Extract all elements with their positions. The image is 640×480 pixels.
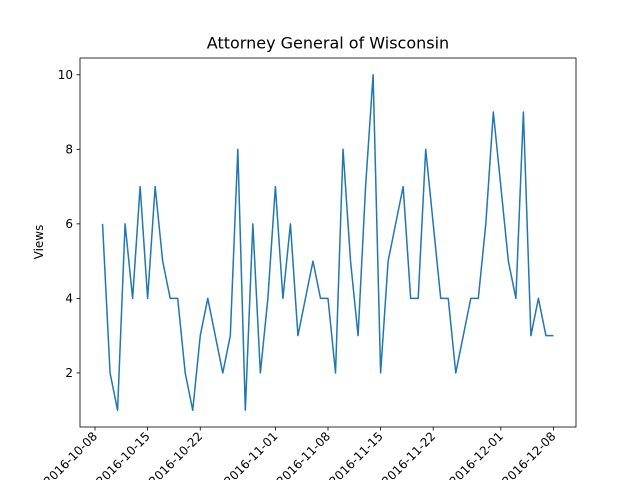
x-tick-label: 2016-11-22	[379, 429, 438, 480]
x-tick-label: 2016-11-15	[327, 429, 386, 480]
y-tick-label: 6	[65, 217, 73, 231]
y-tick-label: 2	[65, 366, 73, 380]
x-tick-label: 2016-10-15	[94, 429, 153, 480]
y-tick-label: 8	[65, 142, 73, 156]
chart-title: Attorney General of Wisconsin	[207, 34, 449, 53]
x-tick-label: 2016-11-01	[221, 429, 280, 480]
x-tick-label: 2016-12-08	[499, 429, 558, 480]
y-tick-label: 10	[58, 68, 73, 82]
series-line-0	[101, 74, 554, 411]
x-tick-label: 2016-12-01	[447, 429, 506, 480]
x-tick-label: 2016-10-22	[146, 429, 205, 480]
plot-frame	[79, 57, 577, 428]
y-axis-label: Views	[32, 225, 46, 260]
x-tick-label: 2016-10-08	[41, 429, 100, 480]
x-tick-label: 2016-11-08	[274, 429, 333, 480]
y-tick-label: 4	[65, 291, 73, 305]
